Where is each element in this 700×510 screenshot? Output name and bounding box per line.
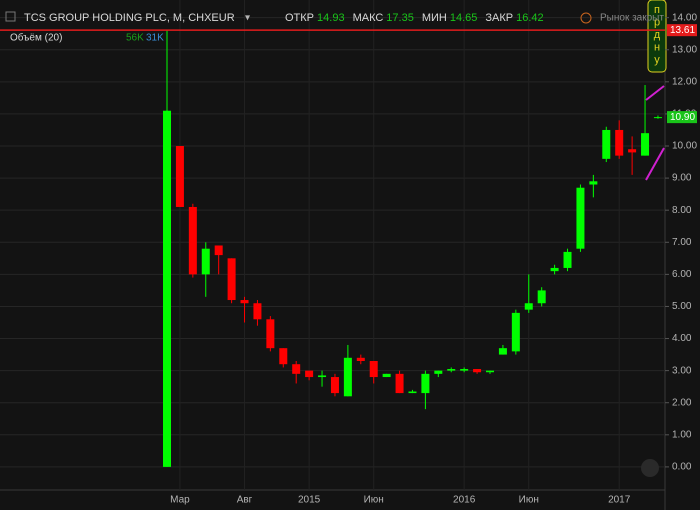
legend: ОТКР 14.93 МАКС 17.35 МИН 14.65 ЗАКР 16.42	[285, 12, 544, 24]
x-tick-label: 2017	[608, 495, 631, 506]
legend-label: ОТКР	[285, 12, 314, 24]
legend-label: МАКС	[353, 12, 384, 24]
candle-body	[550, 267, 559, 272]
y-tick-label: 7.00	[672, 237, 692, 248]
candle-body	[524, 303, 533, 310]
candle-body	[330, 377, 339, 394]
price-label: 10.90	[670, 112, 695, 123]
drawing-line	[645, 85, 665, 101]
annotation-letter: д	[654, 29, 661, 41]
candle-body	[227, 258, 236, 301]
y-tick-label: 2.00	[672, 397, 692, 408]
x-tick-label: Мар	[170, 495, 190, 506]
volume-label: Объём (20)	[10, 32, 62, 44]
candle-body	[292, 364, 301, 374]
candle-body	[408, 391, 417, 394]
candle-body	[447, 369, 456, 371]
x-tick-label: Авг	[237, 495, 253, 506]
legend-value: 14.65	[450, 12, 478, 24]
candle-body	[253, 303, 262, 320]
symbol-icon	[5, 11, 16, 22]
chart-title: TCS GROUP HOLDING PLC, M, CHXEUR	[24, 12, 235, 24]
candle-body	[318, 375, 327, 378]
price-badge	[667, 24, 697, 37]
y-tick-label: 0.00	[672, 462, 692, 473]
annotation-letter: н	[654, 41, 660, 53]
candle-body	[188, 206, 197, 275]
y-tick-label: 14.00	[672, 12, 697, 23]
candle-body	[434, 370, 443, 374]
x-tick-label: Июн	[364, 495, 384, 506]
candle-body	[628, 149, 637, 153]
legend-label: МИН	[422, 12, 447, 24]
y-tick-label: 12.00	[672, 76, 697, 87]
y-tick-label: 3.00	[672, 365, 692, 376]
candle-body	[641, 133, 650, 156]
candle-body	[163, 110, 171, 467]
legend-label: ЗАКР	[485, 12, 513, 24]
candle-body	[279, 348, 288, 365]
y-tick-label: 4.00	[672, 333, 692, 344]
drawing-line	[645, 147, 665, 181]
candle-body	[343, 357, 352, 397]
grid	[0, 0, 665, 490]
candle-body	[421, 373, 430, 394]
candle-body	[460, 369, 469, 371]
y-tick-label: 6.00	[672, 269, 692, 280]
candle-body	[563, 251, 572, 268]
candle-body	[473, 369, 482, 373]
volume-value: 56K	[126, 33, 144, 44]
annotation-letter: р	[654, 16, 660, 28]
candle-body	[615, 129, 624, 156]
volume-value: 31K	[146, 33, 164, 44]
x-tick-label: Июн	[519, 495, 539, 506]
price-badge	[667, 111, 697, 124]
candle-body	[511, 312, 520, 352]
candle-body	[305, 370, 314, 378]
y-tick-label: 5.00	[672, 301, 692, 312]
candle-body	[266, 319, 275, 349]
annotation-letter: у	[654, 54, 660, 66]
x-tick-label: 2016	[453, 495, 476, 506]
price-label: 13.61	[670, 25, 695, 36]
candle-body	[602, 129, 611, 159]
candle-body	[486, 370, 494, 373]
candle-body	[214, 245, 223, 256]
y-tick-label: 8.00	[672, 205, 692, 216]
candle-body	[175, 146, 184, 207]
y-tick-label: 9.00	[672, 173, 692, 184]
candle-body	[356, 357, 365, 362]
y-tick-label: 13.00	[672, 44, 697, 55]
y-tick-label: 10.00	[672, 141, 697, 152]
legend-value: 17.35	[386, 12, 414, 24]
market-status: Рынок закрыт	[600, 13, 664, 24]
candle-body	[537, 290, 546, 304]
legend-value: 14.93	[317, 12, 345, 24]
candle-body	[382, 373, 391, 378]
scroll-button[interactable]	[641, 459, 659, 477]
status-icon	[580, 12, 592, 24]
candle-body	[653, 117, 662, 119]
candle-body	[576, 187, 585, 249]
candles	[163, 30, 662, 467]
candle-body	[589, 181, 598, 185]
legend-value: 16.42	[516, 12, 544, 24]
candle-body	[369, 361, 378, 378]
dropdown[interactable]: ▾	[245, 13, 250, 24]
y-tick-label: 1.00	[672, 429, 692, 440]
candle-body	[498, 348, 507, 355]
candle-body	[201, 248, 210, 275]
x-tick-label: 2015	[298, 495, 321, 506]
annotation-letter: п	[654, 4, 660, 16]
candle-body	[395, 373, 404, 394]
annotation-box	[647, 0, 667, 73]
candle-body	[240, 300, 249, 304]
